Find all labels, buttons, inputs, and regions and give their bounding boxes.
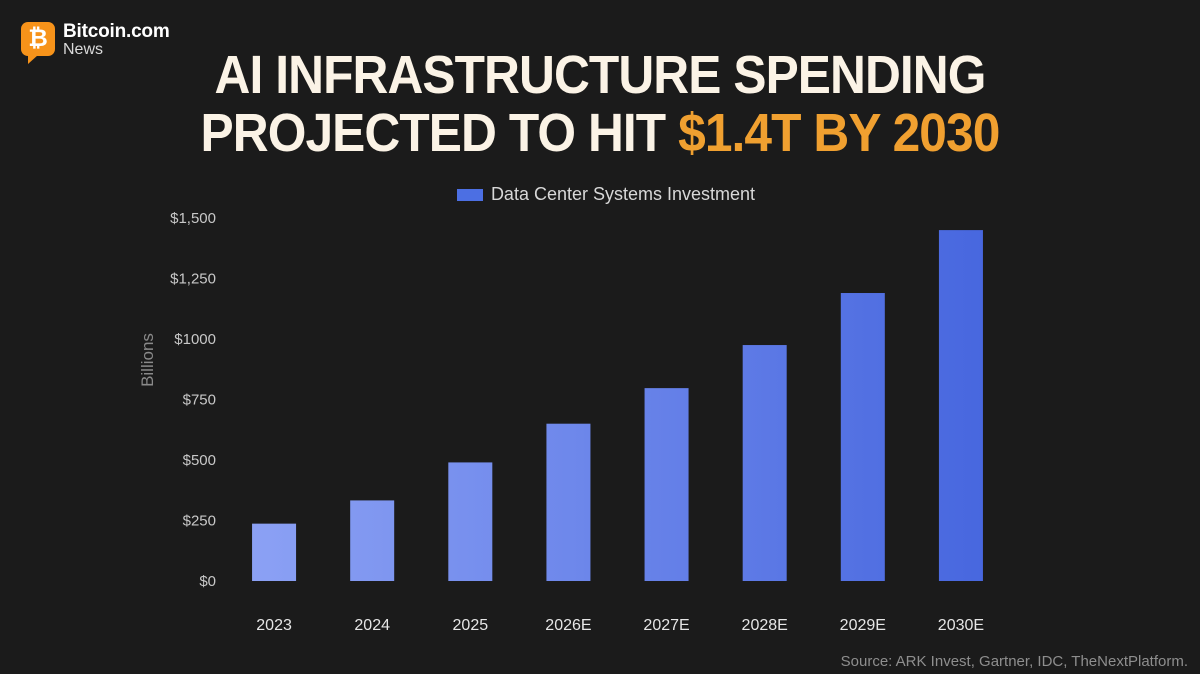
x-tick-label: 2028E	[742, 617, 788, 634]
brand-logo[interactable]: ₿ Bitcoin.com News	[21, 22, 170, 64]
bitcoin-glyph: ₿	[28, 25, 48, 52]
title-line-2: PROJECTED TO HIT $1.4T BY 2030	[48, 104, 1152, 162]
brand-sub: News	[63, 41, 104, 58]
bar-2027e	[644, 388, 689, 581]
title-line-2-prefix: PROJECTED TO HIT	[200, 103, 679, 163]
y-tick-label: $1,250	[170, 271, 216, 288]
source-note: Source: ARK Invest, Gartner, IDC, TheNex…	[840, 653, 1188, 670]
title-line-1: AI INFRASTRUCTURE SPENDING	[214, 45, 987, 105]
x-tick-label: 2023	[256, 617, 292, 634]
bar-2023	[252, 523, 297, 581]
x-tick-label: 2029E	[840, 617, 886, 634]
bar-2024	[350, 500, 395, 581]
x-tick-label: 2024	[354, 617, 390, 634]
bar-2029e	[840, 293, 885, 581]
y-tick-label: $1000	[174, 331, 216, 348]
y-axis-ticks: $0 $250 $500 $750 $1000 $1,250 $1,500	[170, 210, 216, 590]
x-tick-label: 2030E	[938, 617, 984, 634]
bar-2025	[448, 462, 493, 581]
bars	[252, 230, 983, 581]
x-axis-ticks: 2023 2024 2025 2026E 2027E 2028E 2029E 2030E	[256, 617, 984, 634]
chart-title: AI INFRASTRUCTURE SPENDING PROJECTED TO …	[48, 46, 1152, 162]
bar-2028e	[742, 345, 787, 581]
bar-2030e	[938, 230, 983, 581]
brand-name: Bitcoin.com	[63, 21, 170, 42]
brand-text: Bitcoin.com News	[63, 22, 170, 58]
y-tick-label: $1,500	[170, 210, 216, 227]
bitcoin-icon: ₿	[21, 22, 55, 64]
title-accent: $1.4T BY 2030	[678, 103, 1000, 163]
x-tick-label: 2025	[453, 617, 489, 634]
x-tick-label: 2027E	[643, 617, 689, 634]
x-tick-label: 2026E	[545, 617, 591, 634]
y-tick-label: $750	[183, 392, 216, 409]
legend: Data Center Systems Investment	[0, 184, 1200, 205]
y-tick-label: $500	[183, 452, 216, 469]
bar-2026e	[546, 423, 591, 581]
y-tick-label: $0	[199, 573, 216, 590]
y-tick-label: $250	[183, 513, 216, 530]
legend-swatch	[456, 188, 483, 201]
legend-entry: Data Center Systems Investment	[456, 184, 756, 205]
legend-label: Data Center Systems Investment	[490, 184, 756, 204]
